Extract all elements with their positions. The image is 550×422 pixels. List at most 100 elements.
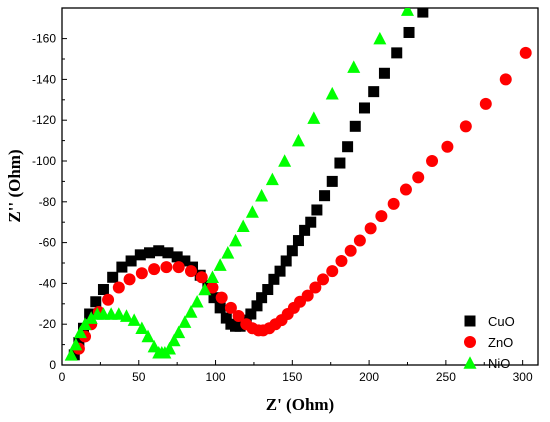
cuo-point: [125, 255, 137, 267]
series-nio: [64, 8, 414, 361]
nio-point: [190, 294, 204, 308]
x-tick-label: 250: [436, 370, 456, 384]
y-tick-label: -120: [32, 113, 56, 127]
cuo-point: [245, 308, 257, 320]
legend-label-nio: NiO: [488, 356, 510, 371]
cuo-point: [153, 245, 165, 257]
x-tick-label: 300: [513, 370, 533, 384]
cuo-point: [144, 247, 156, 259]
cuo-point: [349, 120, 361, 132]
nio-point: [265, 172, 279, 186]
zno-point: [224, 301, 237, 314]
nio-point: [141, 329, 155, 343]
zno-point: [519, 46, 532, 59]
zno-point: [364, 222, 377, 235]
nio-point: [64, 348, 78, 361]
nio-point: [221, 246, 235, 259]
zno-point: [102, 293, 115, 306]
legend: CuO ZnO NiO: [463, 314, 515, 371]
legend-marker-nio: [463, 356, 477, 369]
zno-point: [123, 273, 136, 286]
cuo-point: [378, 67, 390, 79]
nio-point: [229, 233, 243, 247]
zno-point: [326, 265, 339, 278]
nio-point: [135, 321, 149, 335]
cuo-point: [280, 255, 292, 267]
zno-point: [479, 97, 492, 110]
nio-point: [325, 86, 339, 100]
series-cuo: [68, 8, 429, 361]
cuo-point: [256, 292, 268, 304]
zno-point: [195, 271, 208, 284]
nio-point: [291, 133, 305, 147]
zno-point: [215, 291, 228, 304]
cuo-point: [262, 284, 274, 296]
zno-point: [172, 261, 185, 274]
nio-point: [245, 205, 259, 218]
nio-point: [198, 282, 212, 296]
y-tick-label: -40: [39, 276, 57, 290]
cuo-point: [391, 47, 403, 59]
cuo-point: [97, 284, 109, 296]
nio-point: [84, 311, 98, 324]
zno-point: [353, 234, 366, 247]
nio-point: [162, 341, 176, 355]
x-tick-label: 100: [206, 370, 226, 384]
cuo-point: [358, 102, 370, 114]
nio-point: [213, 258, 227, 271]
y-tick-label: -20: [39, 317, 57, 331]
axis-ticks: 0 50 100 150 200 250 300 0 -20 -40 -60 -80 -100 -120 -…: [32, 32, 533, 384]
nio-point: [236, 219, 250, 233]
y-tick-label: -100: [32, 154, 56, 168]
cuo-point: [162, 247, 174, 259]
zno-point: [441, 140, 454, 153]
cuo-point: [274, 265, 286, 277]
zno-point: [206, 281, 219, 294]
x-tick-label: 50: [132, 370, 146, 384]
y-tick-label: 0: [49, 358, 56, 372]
cuo-point: [107, 271, 119, 283]
y-tick-label: -60: [39, 236, 57, 250]
x-tick-label: 200: [359, 370, 379, 384]
legend-marker-zno: [464, 336, 476, 348]
zno-point: [335, 254, 348, 267]
zno-point: [184, 265, 197, 278]
legend-label-zno: ZnO: [488, 335, 513, 350]
cuo-point: [286, 245, 298, 257]
zno-point: [426, 155, 439, 167]
nio-point: [278, 154, 292, 167]
cuo-point: [234, 320, 246, 332]
cuo-point: [305, 216, 317, 228]
zno-point: [399, 183, 412, 196]
x-tick-label: 0: [59, 370, 66, 384]
cuo-point: [84, 308, 96, 320]
cuo-point: [368, 86, 380, 98]
cuo-point: [403, 26, 415, 38]
nio-point: [255, 188, 269, 202]
zno-point: [309, 281, 322, 294]
cuo-point: [268, 273, 280, 285]
cuo-point: [171, 251, 183, 263]
zno-point: [112, 281, 125, 294]
legend-marker-cuo: [464, 315, 476, 327]
y-tick-label: -80: [39, 195, 57, 209]
nio-point: [172, 325, 186, 339]
zno-point: [232, 310, 245, 323]
zno-point: [459, 120, 472, 133]
nio-point: [400, 8, 414, 16]
nio-point: [119, 309, 133, 322]
legend-label-cuo: CuO: [488, 314, 515, 329]
cuo-point: [311, 204, 323, 216]
cuo-point: [214, 302, 226, 314]
x-tick-label: 150: [282, 370, 302, 384]
zno-point: [412, 171, 425, 184]
cuo-point: [220, 312, 232, 324]
zno-point: [135, 267, 148, 280]
cuo-point: [417, 8, 429, 18]
nio-point: [373, 31, 387, 45]
zno-point: [499, 73, 512, 86]
zno-point: [387, 197, 400, 210]
nio-point: [178, 315, 192, 328]
nio-point: [112, 307, 126, 320]
